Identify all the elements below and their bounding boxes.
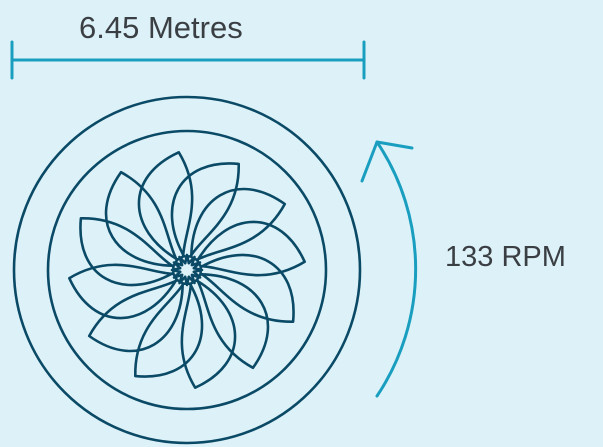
fan-blade [137, 151, 194, 261]
fan-blade [180, 279, 237, 389]
turbine-fan-icon [12, 95, 362, 445]
fan-blades [68, 151, 306, 389]
fan-blade [170, 162, 241, 258]
fan-blade [133, 282, 204, 378]
fan-blade [68, 263, 178, 320]
rotation-arrowhead [360, 140, 414, 183]
fan-blade [87, 278, 184, 353]
fan-blade [199, 253, 295, 324]
outer-ring [12, 95, 362, 445]
rotation-speed-label: 133 RPM [445, 241, 566, 273]
fan-blade [196, 220, 306, 277]
inner-ring [46, 129, 328, 411]
fan-blade [79, 216, 175, 287]
fan-hub [170, 253, 204, 287]
rotation-arc [375, 140, 418, 398]
fan-blade [104, 170, 179, 267]
diameter-dimension [10, 40, 366, 80]
diameter-label: 6.45 Metres [79, 10, 243, 45]
fan-blade [195, 273, 270, 370]
fan-blade [190, 187, 287, 262]
rotation-arrow-icon [360, 140, 418, 398]
